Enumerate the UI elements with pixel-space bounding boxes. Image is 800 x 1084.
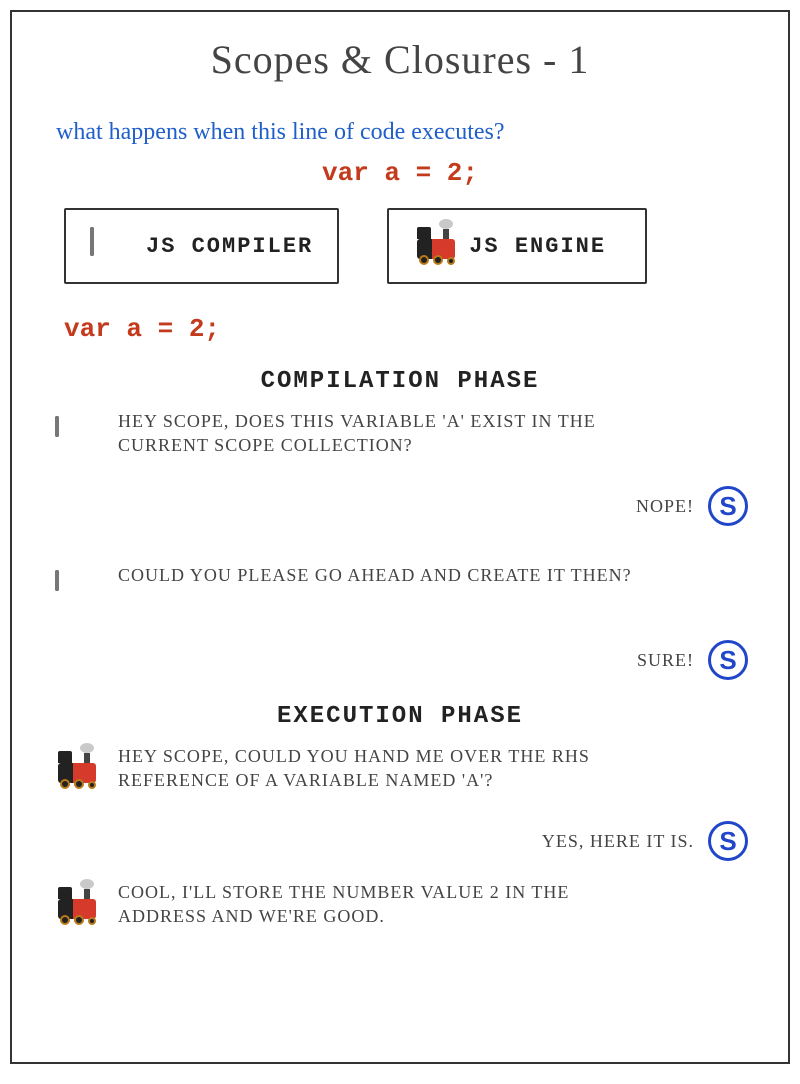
compilation-heading: COMPILATION PHASE — [52, 368, 748, 395]
train-icon — [52, 744, 104, 796]
dialog-row: Hey scope, does this variable 'a' exist … — [52, 409, 748, 467]
code-line-left: var a = 2; — [64, 314, 748, 344]
train-icon — [413, 224, 457, 268]
page-frame: Scopes & Closures - 1 what happens when … — [10, 10, 790, 1064]
compiler-box: JS COMPILER — [64, 208, 339, 284]
compiler-label: JS COMPILER — [146, 234, 313, 259]
code-line-center: var a = 2; — [52, 158, 748, 188]
laptop-icon — [90, 224, 134, 268]
dialog-row: Sure! S — [52, 631, 748, 689]
dialog-row: Yes, here it is. S — [52, 812, 748, 870]
engine-box: JS ENGINE — [387, 208, 647, 284]
scope-badge-icon: S — [708, 640, 748, 680]
actors-row: JS COMPILER JS ENGINE — [64, 208, 748, 284]
scope-badge-icon: S — [708, 821, 748, 861]
engine-label: JS ENGINE — [469, 234, 606, 259]
dialog-row: Cool, I'll store the number value 2 in t… — [52, 880, 748, 938]
dialog-row: Could you please go ahead and create it … — [52, 563, 748, 621]
train-icon — [52, 880, 104, 932]
dialog-text: Hey scope, does this variable 'a' exist … — [118, 409, 658, 458]
dialog-text: Cool, I'll store the number value 2 in t… — [118, 880, 658, 929]
page-title: Scopes & Closures - 1 — [52, 36, 748, 83]
laptop-icon — [52, 563, 104, 615]
dialog-text: Yes, here it is. — [542, 829, 694, 853]
dialog-row: Nope! S — [52, 477, 748, 535]
dialog-row: Hey scope, could you hand me over the RH… — [52, 744, 748, 802]
laptop-icon — [52, 409, 104, 461]
dialog-text: Sure! — [637, 648, 694, 672]
dialog-text: Could you please go ahead and create it … — [118, 563, 632, 587]
dialog-text: Hey scope, could you hand me over the RH… — [118, 744, 658, 793]
execution-heading: EXECUTION PHASE — [52, 703, 748, 730]
question-text: what happens when this line of code exec… — [56, 119, 748, 146]
spacer — [52, 545, 748, 563]
scope-badge-icon: S — [708, 486, 748, 526]
dialog-text: Nope! — [636, 494, 694, 518]
